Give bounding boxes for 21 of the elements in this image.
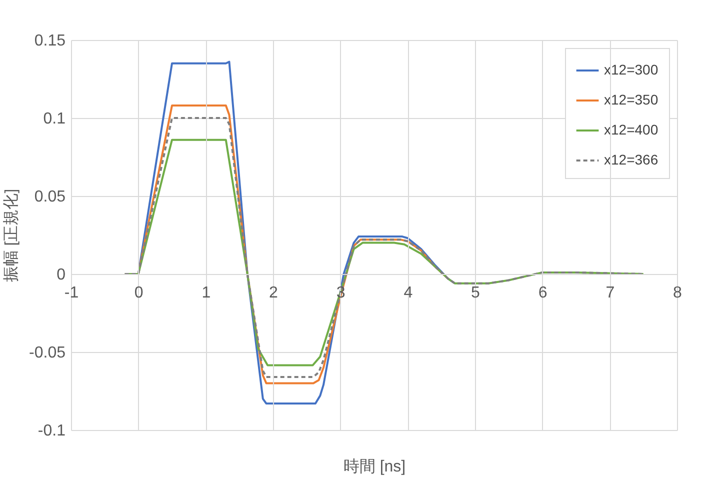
x-tick-label: 2 (269, 284, 278, 302)
legend-label: x12=400 (604, 122, 658, 138)
y-axis-title: 振幅 [正規化] (3, 188, 20, 282)
legend-label: x12=366 (604, 152, 658, 168)
x-tick-label: 5 (471, 284, 480, 302)
y-tick-label: 0.05 (34, 188, 66, 206)
x-axis-title: 時間 [ns] (343, 458, 406, 476)
y-tick-label: 0.1 (43, 110, 66, 128)
x-tick-label: -1 (64, 284, 79, 302)
x-tick-label: 1 (202, 284, 211, 302)
x-tick-label: 8 (673, 284, 682, 302)
x-tick-label: 6 (538, 284, 548, 302)
x-tick-label: 0 (134, 284, 144, 302)
legend-label: x12=300 (604, 62, 658, 78)
y-tick-label: -0.05 (29, 344, 66, 362)
y-tick-label: -0.1 (38, 422, 66, 440)
x-tick-label: 7 (606, 284, 615, 302)
legend-label: x12=350 (604, 92, 658, 108)
y-tick-label: 0 (56, 266, 66, 284)
x-tick-label: 4 (404, 284, 413, 302)
y-tick-label: 0.15 (34, 32, 66, 50)
